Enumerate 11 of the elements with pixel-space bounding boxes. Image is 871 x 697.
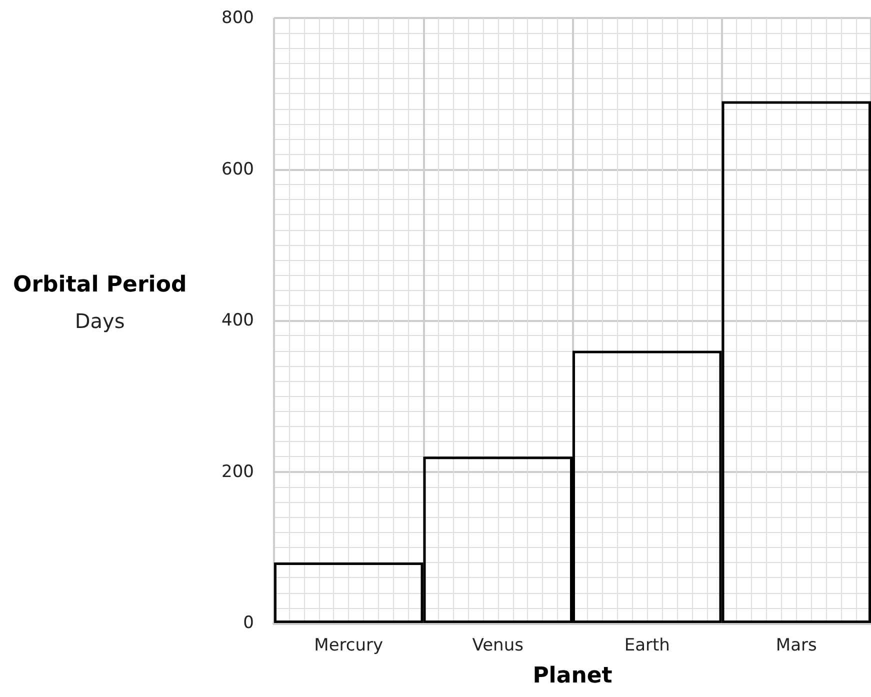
x-axis-title: Planet: [532, 664, 613, 688]
y-tick-label: 600: [222, 159, 254, 180]
x-tick-label: Earth: [624, 636, 670, 656]
y-tick-label: 800: [222, 8, 254, 28]
y-axis-title: Orbital Period Days: [13, 272, 187, 333]
x-tick-label: Mars: [776, 636, 817, 656]
y-tick-label: 0: [243, 613, 254, 633]
x-tick-label: Mercury: [314, 636, 384, 656]
y-tick-label: 200: [222, 462, 254, 482]
x-tick-label: Venus: [472, 636, 524, 656]
y-tick-label: 400: [222, 310, 254, 330]
